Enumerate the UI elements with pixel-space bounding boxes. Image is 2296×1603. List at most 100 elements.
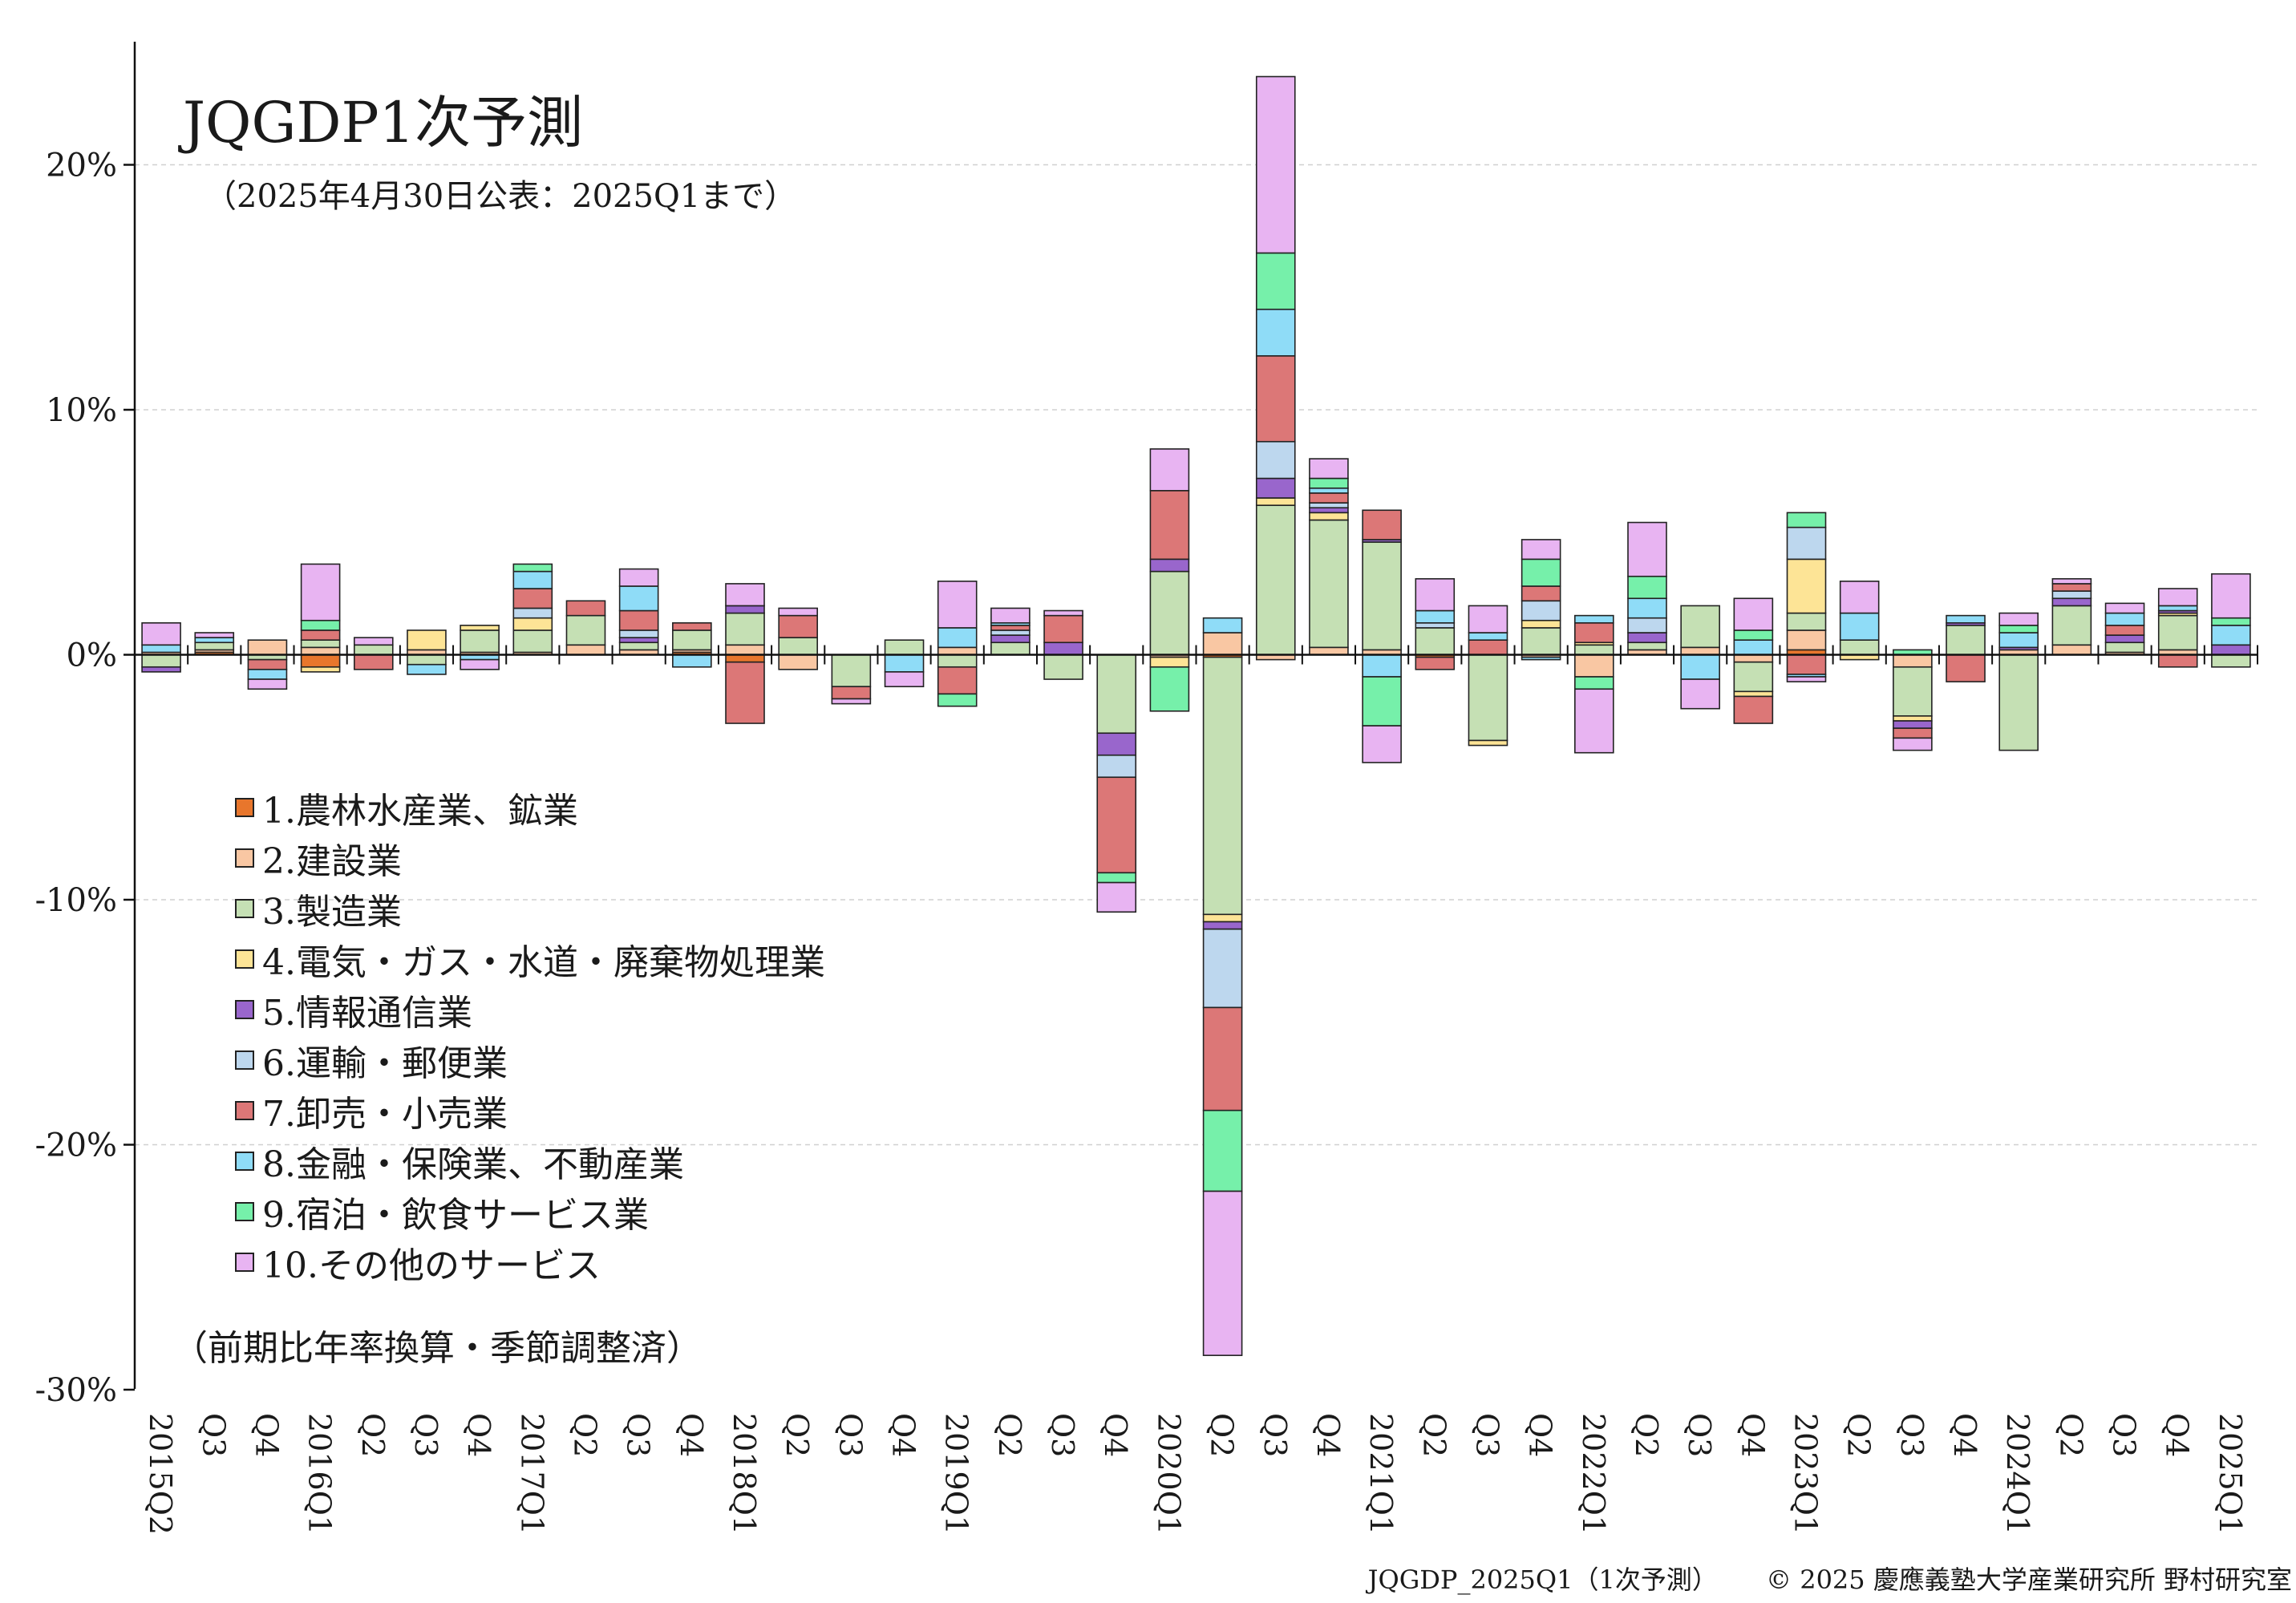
bar-segment-3 [407, 654, 447, 666]
bar-segment-8 [407, 663, 447, 675]
bar-segment-8 [618, 585, 659, 612]
bar-segment-6 [1202, 928, 1243, 1009]
bar-segment-10 [1255, 75, 1296, 254]
bar-stack-18 [1096, 654, 1137, 913]
bar-segment-2 [300, 646, 341, 656]
legend-swatch [235, 848, 254, 868]
legend-item: 9.宿泊・飲食サービス業 [235, 1186, 825, 1237]
bar-stack-2 [247, 639, 288, 690]
bar-stack-36 [2051, 577, 2092, 656]
bar-segment-10 [2211, 573, 2251, 619]
bar-segment-10 [2104, 602, 2145, 614]
chart-title: JQGDP1次予測 [183, 90, 584, 156]
bar-segment-7 [1149, 490, 1190, 561]
y-tick-label: -30% [35, 1372, 117, 1409]
bar-segment-8 [1202, 617, 1243, 634]
axes [124, 42, 2258, 1391]
x-tick-label: Q4 [1523, 1413, 1558, 1457]
legend-swatch [235, 1151, 254, 1171]
x-tick-label: 2025Q1 [2213, 1413, 2248, 1535]
bar-segment-3 [778, 637, 818, 656]
legend-item: 6.運輸・郵便業 [235, 1034, 825, 1085]
x-tick-label: Q2 [992, 1413, 1027, 1457]
x-tick-label: 2017Q1 [514, 1413, 549, 1535]
bar-segment-3 [1468, 654, 1508, 742]
bar-segment-10 [1574, 688, 1614, 754]
legend-item: 5.情報通信業 [235, 984, 825, 1034]
bar-segment-8 [512, 570, 553, 589]
bar-segment-9 [1998, 625, 2039, 634]
bar-stack-35 [1998, 612, 2039, 751]
bar-segment-9 [1362, 676, 1402, 727]
bar-segment-4 [407, 629, 447, 651]
y-tick-label: -10% [35, 882, 117, 919]
bar-segment-3 [565, 614, 606, 646]
bar-segment-3 [141, 654, 181, 668]
bar-segment-5 [1893, 720, 1933, 729]
bar-segment-9 [1309, 477, 1349, 489]
x-tick-label: Q3 [2107, 1413, 2142, 1457]
x-tick-label: Q4 [1310, 1413, 1346, 1457]
bar-segment-6 [1627, 617, 1667, 634]
bar-segment-7 [990, 625, 1031, 631]
bar-segment-7 [512, 588, 553, 609]
x-tick-label: Q2 [567, 1413, 602, 1457]
x-tick-label: Q2 [1205, 1413, 1240, 1457]
bar-segment-7 [1521, 585, 1561, 602]
bar-segment-10 [194, 632, 235, 638]
bar-segment-9 [1786, 512, 1827, 528]
bar-segment-5 [1255, 477, 1296, 499]
bar-segment-4 [1521, 619, 1561, 629]
bar-segment-7 [672, 621, 712, 631]
bar-segment-10 [1521, 539, 1561, 561]
bar-segment-7 [353, 654, 394, 670]
legend-swatch [235, 949, 254, 969]
bar-segment-4 [1202, 913, 1243, 923]
bar-segment-3 [1521, 627, 1561, 656]
bar-segment-2 [1893, 654, 1933, 668]
bar-segment-6 [1309, 502, 1349, 509]
bar-segment-3 [2104, 642, 2145, 654]
bar-stack-0 [141, 621, 181, 673]
bar-segment-8 [1415, 609, 1456, 624]
bar-segment-5 [1627, 632, 1667, 644]
bar-segment-4 [300, 666, 341, 673]
bar-stack-28 [1627, 521, 1667, 656]
bar-segment-8 [937, 627, 978, 649]
bar-segment-3 [1574, 644, 1614, 656]
y-tick-label: -20% [35, 1127, 117, 1164]
x-tick-label: 2018Q1 [727, 1413, 762, 1535]
bar-segment-3 [1680, 605, 1720, 649]
legend-item: 2.建設業 [235, 832, 825, 883]
bar-segment-2 [565, 644, 606, 656]
bar-stack-25 [1468, 605, 1508, 747]
x-tick-label: Q2 [780, 1413, 815, 1457]
bar-segment-9 [512, 563, 553, 573]
bar-segment-10 [1096, 881, 1137, 913]
y-tick-label: 0% [67, 638, 117, 674]
bar-stack-26 [1521, 539, 1561, 661]
bar-segment-4 [460, 625, 500, 631]
legend-label: 8.金融・保険業、不動産業 [262, 1144, 684, 1185]
bar-segment-3 [1998, 654, 2039, 751]
bar-segment-2 [1202, 632, 1243, 656]
bar-segment-8 [1998, 632, 2039, 649]
bar-segment-3 [672, 629, 712, 651]
bar-segment-6 [1415, 621, 1456, 629]
bar-segment-5 [725, 605, 765, 614]
bar-segment-8 [1362, 654, 1402, 678]
bar-stack-33 [1893, 649, 1933, 751]
bar-stack-32 [1839, 581, 1880, 661]
bar-segment-7 [1309, 492, 1349, 504]
bar-segment-2 [725, 644, 765, 656]
legend-label: 7.卸売・小売業 [262, 1093, 508, 1135]
legend: 1.農林水産業、鉱業 2.建設業 3.製造業 4.電気・ガス・水道・廃棄物処理業 5.情… [235, 782, 825, 1287]
bar-segment-3 [1893, 666, 1933, 717]
bar-segment-5 [1202, 921, 1243, 930]
bar-segment-7 [1362, 509, 1402, 540]
bar-stack-19 [1149, 448, 1190, 712]
bar-segment-2 [247, 639, 288, 656]
bar-segment-8 [2104, 612, 2145, 626]
bar-segment-3 [1043, 654, 1083, 680]
chart-note: （前期比年率換算・季節調整済） [172, 1328, 702, 1369]
